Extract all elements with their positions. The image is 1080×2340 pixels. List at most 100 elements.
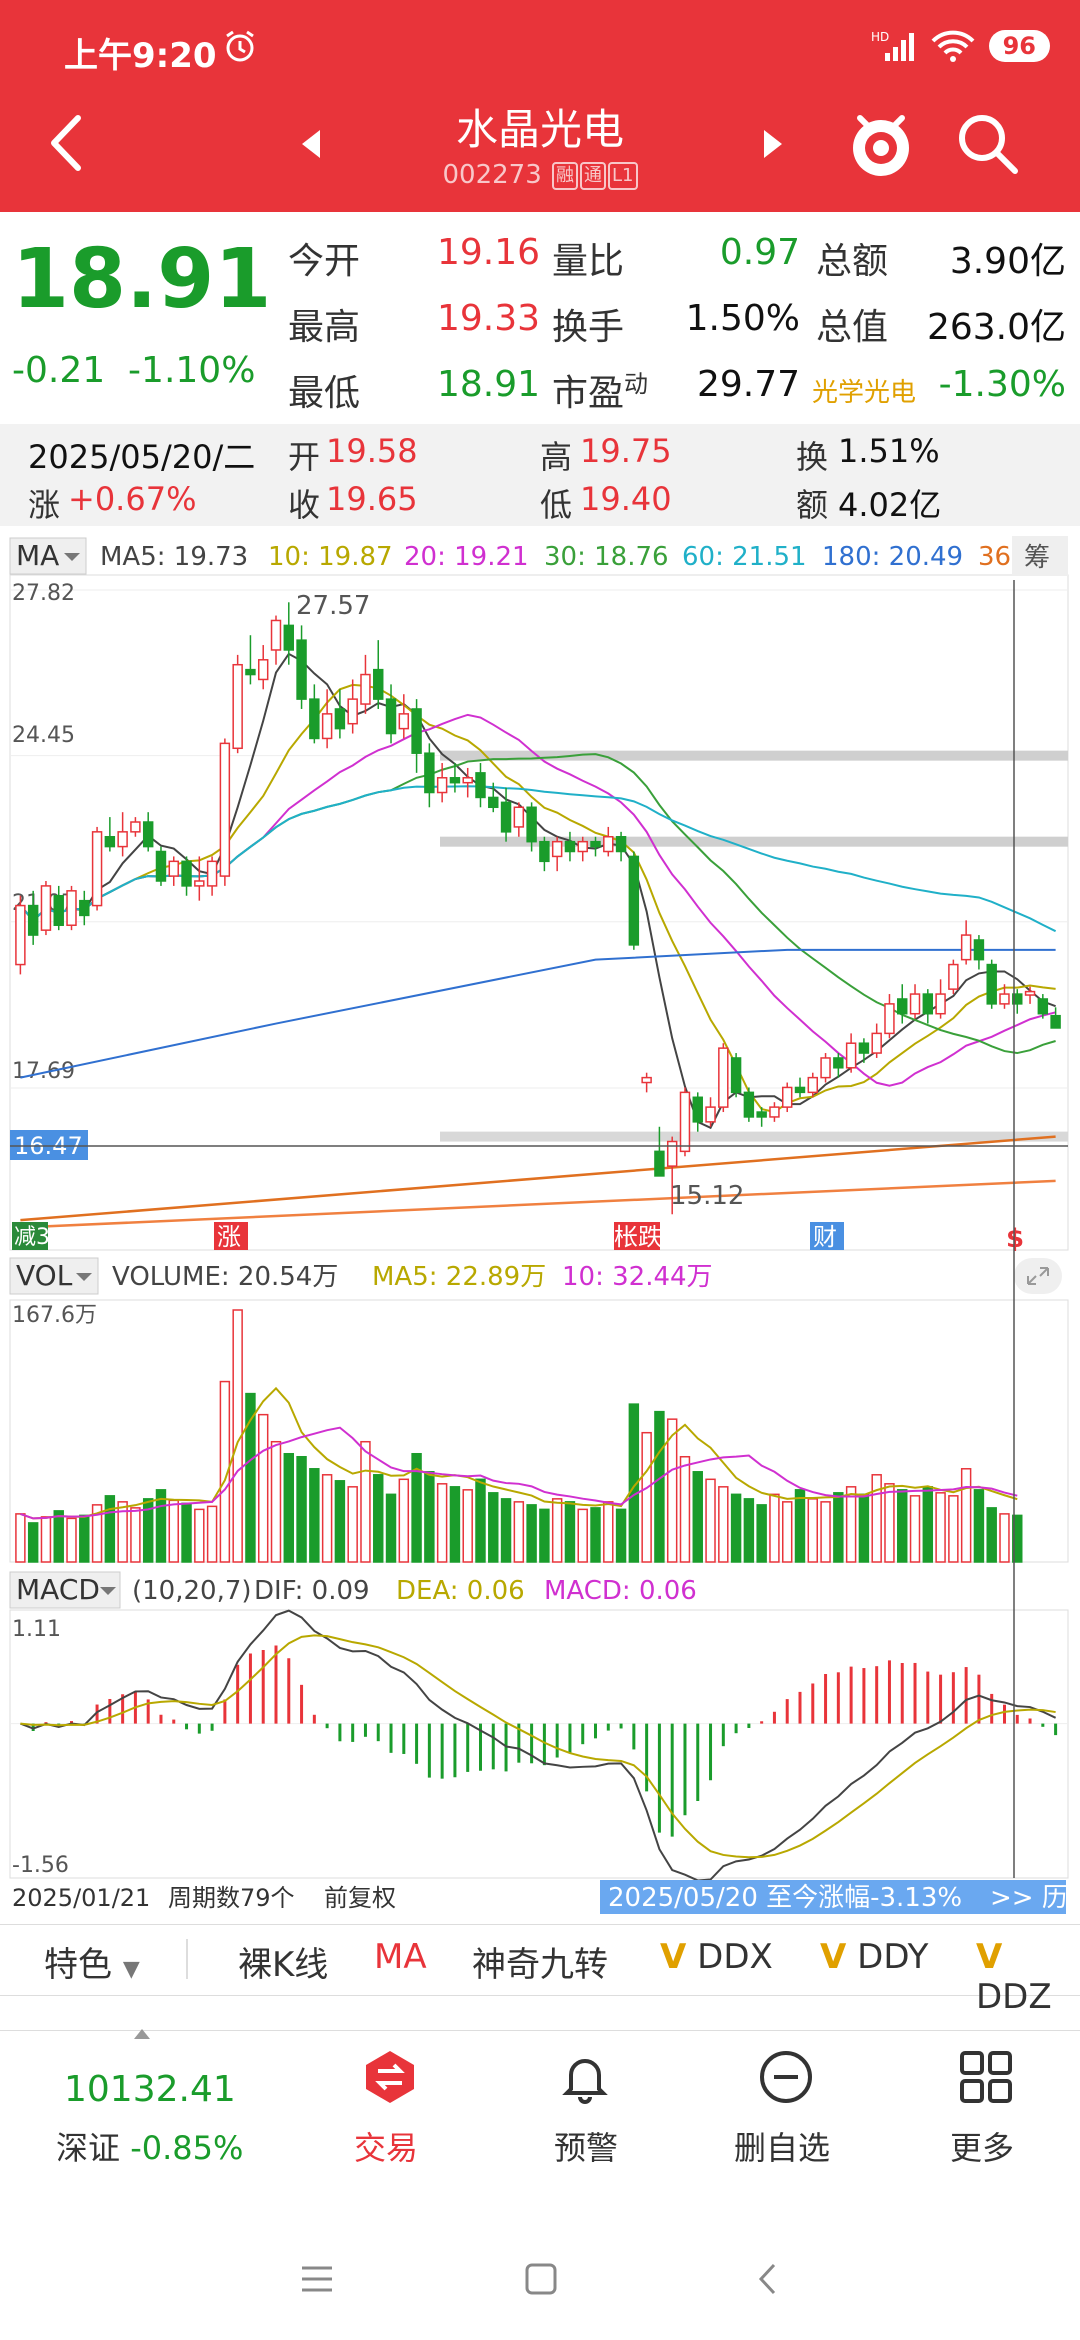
tool-ddz-label[interactable]: DDZ — [976, 1977, 1052, 2017]
index-expand-icon[interactable] — [134, 2029, 150, 2039]
kline-chart-area[interactable]: MA MA5: 19.73 10: 19.87 20: 19.21 30: 18… — [0, 532, 1080, 1922]
tool-ddz[interactable]: V DDZ — [976, 1937, 1080, 2017]
tool-ddy[interactable]: V DDY — [820, 1937, 928, 1977]
macd-axis-top: 1.11 — [12, 1617, 61, 1642]
legend-ma10: 10: 19.87 — [268, 542, 393, 572]
ma-long-line — [20, 1179, 1056, 1229]
marker-reduce-label[interactable]: 减31 — [14, 1225, 64, 1250]
candle — [206, 856, 218, 896]
range-gain[interactable]: 2025/05/20 至今涨幅-3.13% — [608, 1883, 962, 1913]
macd-selector-label[interactable]: MACD — [16, 1573, 100, 1606]
macd-selector[interactable] — [9, 1571, 121, 1609]
volume-bar — [104, 1495, 116, 1563]
index-change[interactable]: -0.85% — [130, 2129, 244, 2167]
candle — [449, 763, 461, 793]
feature-menu-label[interactable]: 特色 — [44, 1945, 112, 1985]
index-name[interactable]: 深证 — [56, 2129, 121, 2167]
remove-watch-button[interactable]: 删自选 — [730, 2041, 840, 2191]
tool-ma[interactable]: MA — [374, 1937, 427, 1977]
marker-rise[interactable] — [214, 1222, 248, 1250]
dea-line — [20, 1634, 1056, 1859]
range-gain-badge[interactable] — [600, 1880, 1066, 1914]
volume-bar — [718, 1486, 729, 1563]
marker-finance-label[interactable]: 财 — [813, 1223, 837, 1251]
candle — [168, 856, 179, 886]
candle-body — [615, 836, 627, 853]
sector-link[interactable]: 光学光电 — [812, 378, 917, 408]
day-high-label: 高 — [540, 438, 573, 476]
indicator-toolbar: 特色 ▼ 裸K线 MA 神奇九转 V DDX V DDY V DDZ — [0, 1924, 1080, 2017]
vol-ma10-line — [20, 1426, 1018, 1520]
candle-body — [296, 639, 307, 700]
macd-panel-frame — [9, 1609, 1069, 1879]
alert-label[interactable]: 预警 — [554, 2129, 619, 2167]
candle-body — [845, 1042, 857, 1069]
legend-ma30: 30: 18.76 — [544, 542, 669, 572]
marker-reduce[interactable] — [12, 1222, 48, 1250]
candle — [781, 1082, 793, 1113]
remove-watch-label[interactable]: 删自选 — [734, 2129, 831, 2167]
candle-body — [194, 880, 205, 887]
menu-icon[interactable] — [300, 2264, 334, 2294]
volume-bar — [206, 1505, 218, 1563]
candle — [373, 640, 384, 709]
tool-ddy-label[interactable]: DDY — [857, 1937, 929, 1977]
mascot-icon[interactable] — [846, 104, 916, 182]
candle-body — [66, 890, 77, 926]
index-info[interactable]: 深证 -0.85% — [56, 2123, 243, 2169]
candle — [500, 787, 512, 842]
volume-bar — [360, 1440, 371, 1563]
candle-body — [449, 777, 461, 784]
tool-naked-k[interactable]: 裸K线 — [238, 1945, 329, 1985]
candle — [488, 782, 499, 813]
chips-button[interactable] — [1012, 536, 1068, 576]
tool-ddx-label[interactable]: DDX — [697, 1937, 773, 1977]
volume-bar — [270, 1440, 282, 1563]
next-stock-icon[interactable] — [758, 124, 788, 164]
macd-legend: MACD (10,20,7) DIF: 0.09 DEA: 0.06 MACD:… — [9, 1571, 697, 1609]
more-label[interactable]: 更多 — [950, 2129, 1015, 2167]
feature-menu[interactable]: 特色 ▼ — [44, 1937, 140, 1986]
marker-rise-label[interactable]: 涨 — [217, 1223, 241, 1251]
candle — [756, 1107, 767, 1127]
candle-body — [539, 840, 550, 863]
volume-bar — [15, 1513, 26, 1563]
tool-ddx[interactable]: V DDX — [660, 1937, 773, 1977]
prev-stock-icon[interactable] — [296, 124, 326, 164]
grid-icon — [960, 2051, 1012, 2103]
candle-body — [347, 698, 358, 725]
more-button[interactable]: 更多 — [940, 2041, 1030, 2191]
price-grid — [10, 589, 1068, 1142]
vol-selector-label[interactable]: VOL — [16, 1259, 73, 1292]
search-icon[interactable] — [952, 108, 1022, 178]
home-icon[interactable] — [524, 2262, 558, 2296]
ma-selector-label[interactable]: MA — [16, 539, 59, 572]
back-icon[interactable] — [40, 108, 100, 178]
index-value[interactable]: 10132.41 — [64, 2069, 236, 2110]
marker-fall-label[interactable]: 枨跌 — [614, 1223, 662, 1251]
trade-button[interactable]: 交易 — [340, 2041, 430, 2191]
chips-button-label[interactable]: 筹 — [1024, 543, 1050, 573]
back-nav-icon[interactable] — [756, 2262, 780, 2296]
marker-finance[interactable] — [810, 1222, 844, 1250]
candle — [564, 831, 576, 862]
marker-dividend[interactable]: $ — [1006, 1224, 1024, 1254]
marker-fall[interactable] — [614, 1222, 660, 1250]
expand-button[interactable] — [1014, 1258, 1062, 1294]
stock-code: 002273 — [442, 160, 542, 190]
volume-bar — [53, 1510, 64, 1563]
volume-bar — [475, 1478, 486, 1563]
tool-td9[interactable]: 神奇九转 — [472, 1945, 608, 1985]
candle-body — [309, 698, 320, 740]
candle — [884, 994, 895, 1039]
trade-label[interactable]: 交易 — [354, 2129, 419, 2167]
history-link[interactable]: >> 历 — [990, 1883, 1068, 1913]
volume-bar — [628, 1403, 640, 1563]
cursor-price-badge — [10, 1130, 88, 1160]
candle-body — [424, 752, 435, 794]
candle-body — [603, 836, 614, 853]
day-rise: +0.67% — [68, 480, 197, 518]
candle — [219, 738, 231, 886]
alert-button[interactable]: 预警 — [540, 2041, 630, 2191]
candle-body — [781, 1086, 793, 1108]
